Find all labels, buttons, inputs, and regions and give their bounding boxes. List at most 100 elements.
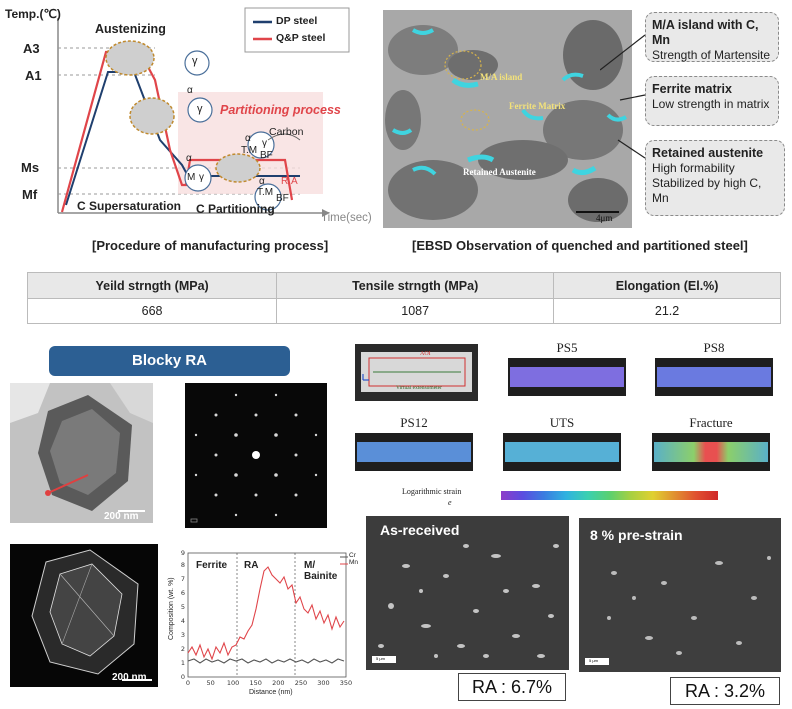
value-tensile-strength: 1087 (276, 298, 555, 324)
composition-xlabel: Distance (nm) (249, 689, 293, 696)
bf-symbol: BF (276, 193, 289, 204)
process-caption: [Procedure of manufacturing process] (92, 238, 329, 253)
x-tick-350: 350 (340, 679, 352, 687)
alpha-symbol: α (187, 85, 193, 96)
y-tick-4: 4 (181, 617, 185, 625)
sem-right-scale: 5 μm (589, 658, 598, 663)
specimen-ps8 (655, 358, 773, 396)
callout-ma-island: M/A island with C, Mn Strength of Marten… (645, 12, 779, 62)
region-ferrite: Ferrite (196, 560, 228, 571)
value-yield-strength: 668 (26, 298, 278, 324)
extensometer-label: Virtual extensometer (396, 385, 442, 391)
callout-ma-title: M/A island with C, Mn (652, 18, 759, 47)
callout-connectors (600, 34, 646, 159)
value-elongation: 21.2 (553, 298, 781, 324)
header-tensile-strength: Tensile strngth (MPa) (276, 272, 555, 299)
x-tick-200: 200 (272, 679, 284, 687)
ebsd-micrograph (383, 10, 632, 228)
callout-ma-text: Strength of Martensite (652, 48, 771, 62)
alpha-symbol: α (245, 133, 251, 144)
austenizing-label: Austenizing (95, 22, 166, 36)
x-tick-250: 250 (295, 679, 307, 687)
ra-value-as-received: RA : 6.7% (458, 673, 566, 701)
composition-ylabel: Composition (wt. %) (168, 577, 175, 640)
callout-ra-text-2: Stabilized by high C, Mn (652, 176, 762, 205)
retained-austenite-label: Retained Austenite (463, 167, 536, 177)
x-tick-300: 300 (317, 679, 329, 687)
scale-label-top: 200 nm (104, 511, 139, 522)
level-a3: A3 (23, 41, 40, 56)
table-header-row: Yeild strngth (MPa) Tensile strngth (MPa… (26, 272, 781, 299)
tm-symbol: T.M (257, 187, 274, 198)
y-tick-9: 9 (181, 549, 185, 557)
callout-ra-title: Retained austenite (652, 146, 764, 160)
legend-qp: Q&P steel (276, 32, 326, 44)
callout-ra-text-1: High formability (652, 161, 735, 175)
region-m-bainite: M/ Bainite (304, 560, 338, 582)
ma-island-label: M/A island (480, 72, 523, 82)
ra-value-pre-strain: RA : 3.2% (670, 677, 780, 705)
y-tick-7: 7 (181, 575, 185, 583)
tem-dark-field-image (10, 544, 158, 687)
specimen-ps5 (508, 358, 626, 396)
alpha-symbol: α (186, 153, 192, 164)
tm-symbol: T.M (241, 145, 258, 156)
c-supersaturation-label: C Supersaturation (77, 199, 182, 213)
ebsd-scale-label: 4μm (596, 213, 613, 223)
scale-label-bottom: 200 nm (112, 672, 147, 683)
callout-retained-austenite: Retained austenite High formability Stab… (645, 140, 785, 216)
carbon-label: Carbon (269, 126, 304, 138)
specimen-label-ps5: PS5 (556, 340, 578, 355)
sem-as-received-label: As-received (380, 522, 460, 538)
callout-ferrite-matrix: Ferrite matrix Low strength in matrix (645, 76, 779, 126)
x-tick-50: 50 (206, 679, 214, 687)
ferrite-matrix-label: Ferrite Matrix (509, 101, 566, 111)
diffraction-pattern-image (185, 383, 327, 528)
specimen-label-fracture: Fracture (689, 415, 733, 430)
gamma-symbol: γ (197, 103, 203, 115)
region-ra: RA (244, 560, 259, 571)
m-symbol: M (187, 172, 196, 183)
strain-label: Logarithmic strain (402, 487, 462, 496)
ebsd-caption: [EBSD Observation of quenched and partit… (412, 238, 748, 253)
x-tick-150: 150 (249, 679, 261, 687)
y-axis-label: Temp.(℃) (5, 7, 61, 21)
composition-chart: 0 50 100 150 200 250 300 350 0 1 2 3 4 5… (181, 549, 352, 687)
aoi-label: AOI (420, 351, 431, 357)
callout-ferrite-title: Ferrite matrix (652, 82, 732, 96)
sem-as-received-image (366, 516, 569, 670)
partitioning-label: Partitioning process (220, 103, 341, 117)
y-tick-3: 3 (181, 631, 185, 639)
level-mf: Mf (22, 187, 38, 202)
gamma-symbol: γ (192, 55, 198, 67)
process-diagram (57, 7, 350, 217)
specimen-label-uts: UTS (549, 415, 575, 430)
specimen-uts (503, 433, 621, 471)
c-partitioning-label: C Partitioning (196, 202, 275, 216)
header-yield-strength: Yeild strngth (MPa) (26, 272, 278, 299)
y-tick-6: 6 (181, 589, 185, 597)
legend-cr: Cr (349, 552, 356, 559)
specimen-label-ps12: PS12 (400, 415, 428, 430)
bf-symbol: BF (260, 150, 273, 161)
specimen-ps12 (355, 433, 473, 471)
legend-mn: Mn (349, 559, 359, 566)
y-tick-1: 1 (181, 659, 185, 667)
level-a1: A1 (25, 68, 42, 83)
specimen-label-ps8: PS8 (703, 340, 725, 355)
sem-pre-strain-image (579, 518, 781, 672)
legend-dp: DP steel (276, 15, 318, 27)
callout-ferrite-text: Low strength in matrix (652, 97, 770, 111)
table-row: 668 1087 21.2 (26, 298, 781, 324)
strain-colorbar (501, 491, 718, 500)
properties-table: Yeild strngth (MPa) Tensile strngth (MPa… (26, 272, 781, 324)
gamma-symbol: γ (262, 138, 267, 149)
y-tick-0: 0 (181, 673, 185, 681)
gamma-symbol: γ (199, 172, 204, 183)
x-tick-100: 100 (227, 679, 239, 687)
specimen-fracture (652, 433, 770, 471)
strain-symbol: e (448, 498, 452, 507)
alpha-symbol: α (259, 176, 265, 187)
y-tick-2: 2 (181, 645, 185, 653)
x-tick-0: 0 (186, 679, 190, 687)
